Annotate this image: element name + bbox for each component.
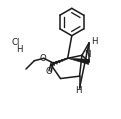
Text: N: N [84,50,90,59]
Polygon shape [68,58,90,64]
Text: H: H [75,86,81,95]
Text: H: H [91,37,98,46]
Text: O: O [45,67,52,76]
Text: Cl: Cl [11,38,19,47]
Text: O: O [39,54,46,63]
Text: H: H [16,45,22,55]
